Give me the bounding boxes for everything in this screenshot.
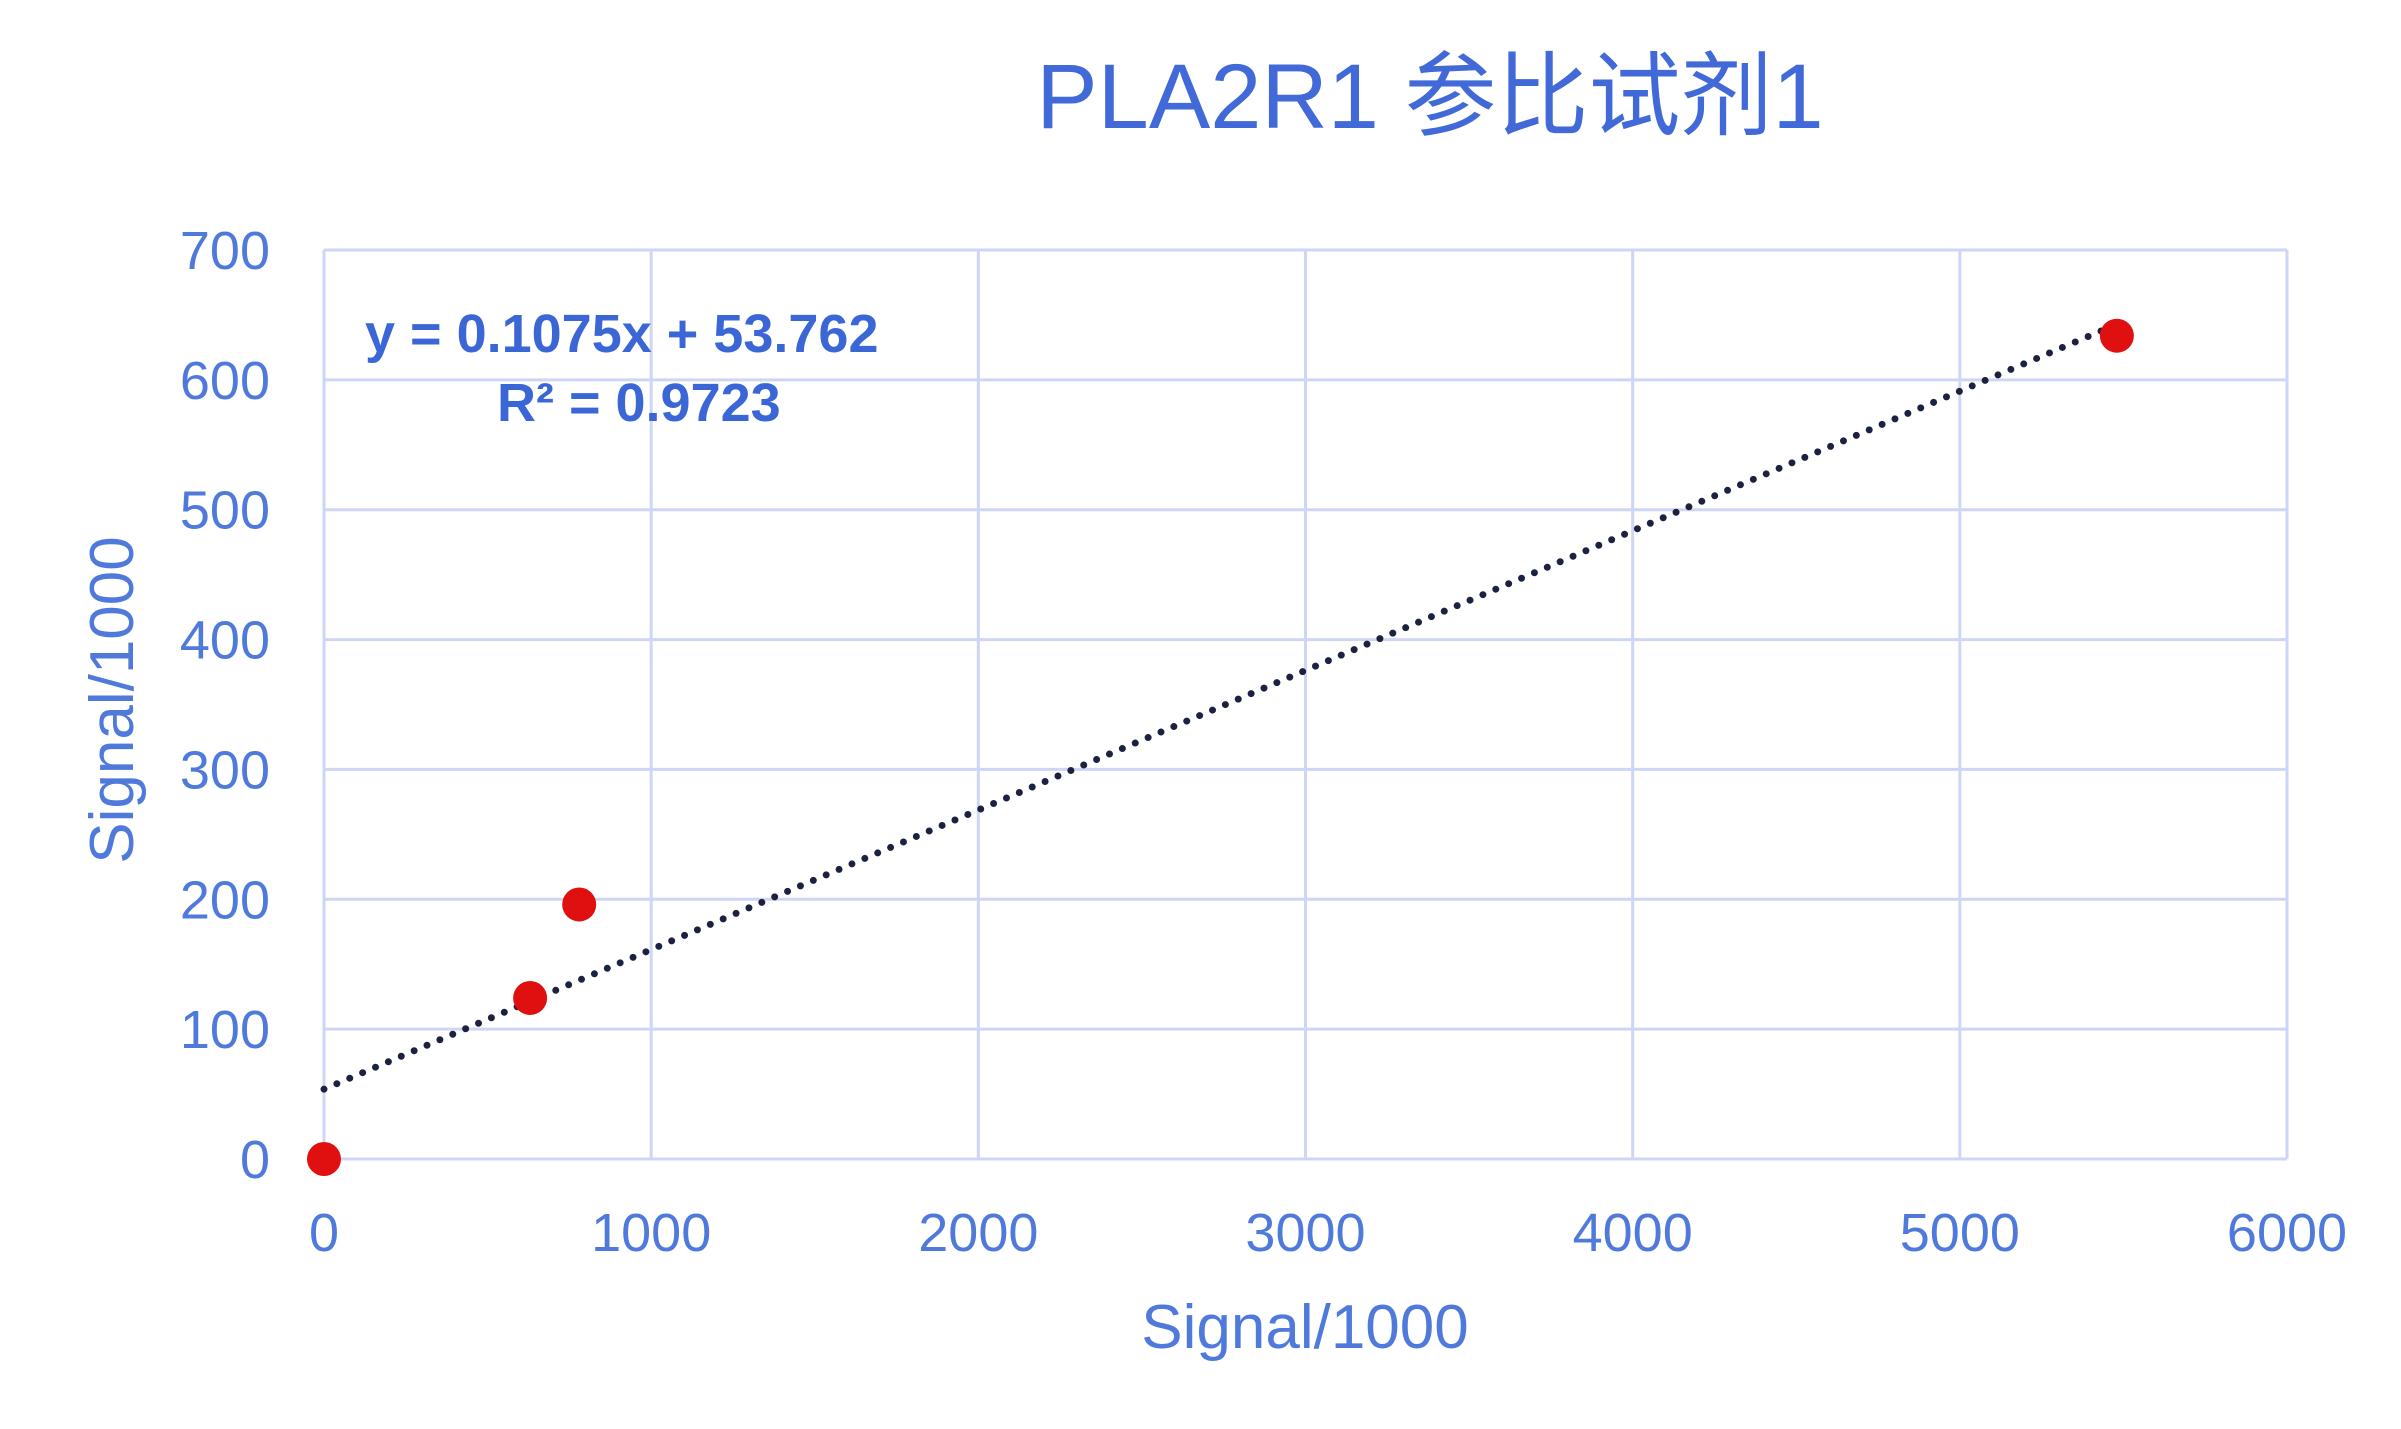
- data-point: [513, 980, 548, 1015]
- x-tick-label: 4000: [1573, 1203, 1693, 1263]
- x-tick-label: 1000: [591, 1203, 711, 1263]
- data-points: [307, 318, 2134, 1176]
- x-tick-label: 0: [309, 1203, 339, 1263]
- trendline-group: [320, 320, 2121, 1093]
- chart-title: PLA2R1 参比试剂1: [1036, 46, 1823, 148]
- y-tick-label: 100: [180, 1000, 270, 1060]
- data-point: [307, 1142, 341, 1176]
- x-tick-label: 6000: [2227, 1203, 2347, 1263]
- y-tick-label: 200: [180, 870, 270, 930]
- trendline-equation: y = 0.1075x + 53.762: [365, 304, 878, 364]
- y-axis-label: Signal/1000: [78, 536, 147, 864]
- x-tick-label: 2000: [918, 1203, 1038, 1263]
- y-tick-label: 700: [180, 221, 270, 281]
- y-axis-ticks: 0 100 200 300 400 500 600 700: [180, 221, 270, 1190]
- x-tick-label: 5000: [1900, 1203, 2020, 1263]
- y-tick-label: 500: [180, 481, 270, 541]
- data-point: [562, 887, 597, 922]
- grid: [322, 248, 2289, 1161]
- x-tick-label: 3000: [1245, 1203, 1365, 1263]
- data-point: [2099, 318, 2134, 353]
- r-squared-label: R² = 0.9723: [497, 373, 781, 433]
- x-axis-ticks: 0 1000 2000 3000 4000 5000 6000: [309, 1203, 2347, 1263]
- trendline: [320, 320, 2121, 1093]
- y-tick-label: 600: [180, 351, 270, 411]
- x-axis-label: Signal/1000: [1141, 1293, 1469, 1362]
- y-tick-label: 300: [180, 740, 270, 800]
- y-tick-label: 400: [180, 611, 270, 671]
- y-tick-label: 0: [240, 1130, 270, 1190]
